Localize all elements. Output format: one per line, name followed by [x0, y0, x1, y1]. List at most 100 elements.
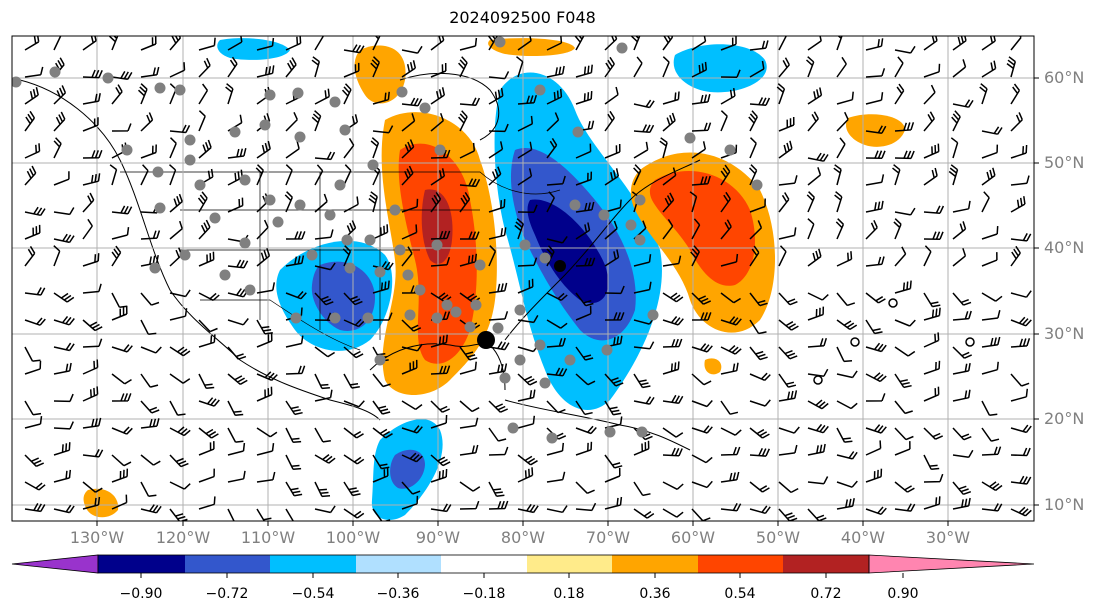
station-marker [534, 339, 546, 351]
wind-barb [198, 57, 211, 78]
wind-barb [633, 440, 650, 456]
open-circle-marker [850, 337, 860, 347]
wind-barb [776, 83, 786, 105]
wind-barb [459, 192, 471, 213]
wind-barb [575, 441, 593, 456]
wind-barb [140, 400, 160, 414]
station-marker [12, 76, 22, 88]
wind-barb [835, 218, 845, 240]
wind-barb [604, 454, 623, 469]
wind-barb [82, 496, 101, 510]
wind-barb [24, 481, 46, 491]
wind-barb [749, 399, 771, 407]
wind-barb [430, 365, 451, 375]
wind-barb [82, 417, 102, 429]
wind-barb [894, 400, 913, 415]
coastline-hudson-bay [399, 72, 500, 141]
wind-barb [285, 57, 297, 78]
wind-barb [833, 164, 842, 186]
wind-barb [807, 423, 829, 434]
lat-label-30n: 30°N [1044, 324, 1085, 343]
wind-barb [691, 122, 712, 132]
wind-barb [343, 508, 365, 519]
colorbar-segment [612, 555, 698, 573]
wind-barb [24, 66, 44, 78]
wind-barb [53, 85, 67, 105]
wind-barb [169, 454, 189, 468]
wind-barb [546, 175, 566, 186]
colorbar-segment [698, 555, 783, 573]
lon-label-100w: 100°W [325, 528, 381, 547]
wind-barb [343, 220, 357, 240]
station-marker [434, 144, 446, 156]
wind-barb [604, 56, 615, 78]
wind-barb [488, 400, 509, 413]
wind-barb [690, 245, 700, 267]
station-marker [374, 354, 386, 366]
wind-barb [198, 427, 219, 439]
wind-barb [575, 143, 592, 159]
wind-barb [140, 319, 157, 335]
wind-barb [341, 83, 352, 105]
wind-barb [488, 199, 506, 213]
wind-barb [546, 367, 568, 377]
wind-barb [401, 139, 415, 159]
wind-barb [255, 164, 264, 186]
station-marker [402, 269, 414, 281]
wind-barb [285, 111, 298, 132]
wind-barb [778, 390, 798, 402]
wind-barb [24, 416, 43, 429]
wind-barb [430, 468, 448, 483]
wind-barb [894, 346, 916, 357]
wind-barb [807, 399, 829, 410]
wind-barb [314, 151, 336, 161]
wind-barb [169, 62, 186, 78]
wind-barb [372, 36, 381, 51]
wind-barb [401, 45, 423, 54]
station-marker [219, 269, 231, 281]
station-marker [121, 144, 133, 156]
wind-barb [948, 164, 959, 186]
wind-barb [82, 319, 103, 332]
wind-barb [923, 231, 944, 240]
station-marker [507, 422, 519, 434]
wind-barb [227, 442, 246, 456]
wind-barb [401, 452, 423, 463]
wind-barb [720, 164, 731, 186]
wind-barb [111, 227, 130, 240]
wind-barb [53, 342, 75, 352]
wind-barb [865, 342, 887, 353]
wind-barb [1010, 373, 1030, 387]
station-marker [184, 154, 196, 166]
station-marker [324, 209, 336, 221]
wind-barb [604, 86, 619, 105]
wind-barb [82, 150, 103, 159]
wind-barb [836, 111, 849, 132]
colorbar-tick-label: −0.54 [291, 586, 335, 602]
wind-barb [430, 192, 442, 213]
wind-barb [865, 38, 884, 51]
wind-barb [401, 343, 423, 352]
wind-barb [372, 91, 390, 105]
wind-barb [894, 122, 915, 132]
wind-barb [111, 245, 122, 267]
wind-barb [952, 427, 972, 441]
station-marker [514, 354, 526, 366]
wind-barb [662, 292, 684, 303]
wind-barb [720, 191, 731, 213]
station-marker [329, 312, 341, 324]
wind-barb [140, 230, 161, 240]
wind-barb [111, 468, 129, 483]
wind-barb [749, 137, 757, 159]
wind-barb [981, 427, 1000, 442]
wind-barb [952, 449, 974, 458]
wind-barb [633, 481, 651, 497]
wind-barb [314, 505, 336, 514]
station-marker [329, 96, 341, 108]
wind-barb [1010, 112, 1023, 132]
station-marker [601, 344, 613, 356]
station-marker [419, 102, 431, 114]
station-marker [492, 322, 504, 334]
lon-label-130w: 130°W [69, 528, 125, 547]
wind-barb [368, 191, 378, 213]
